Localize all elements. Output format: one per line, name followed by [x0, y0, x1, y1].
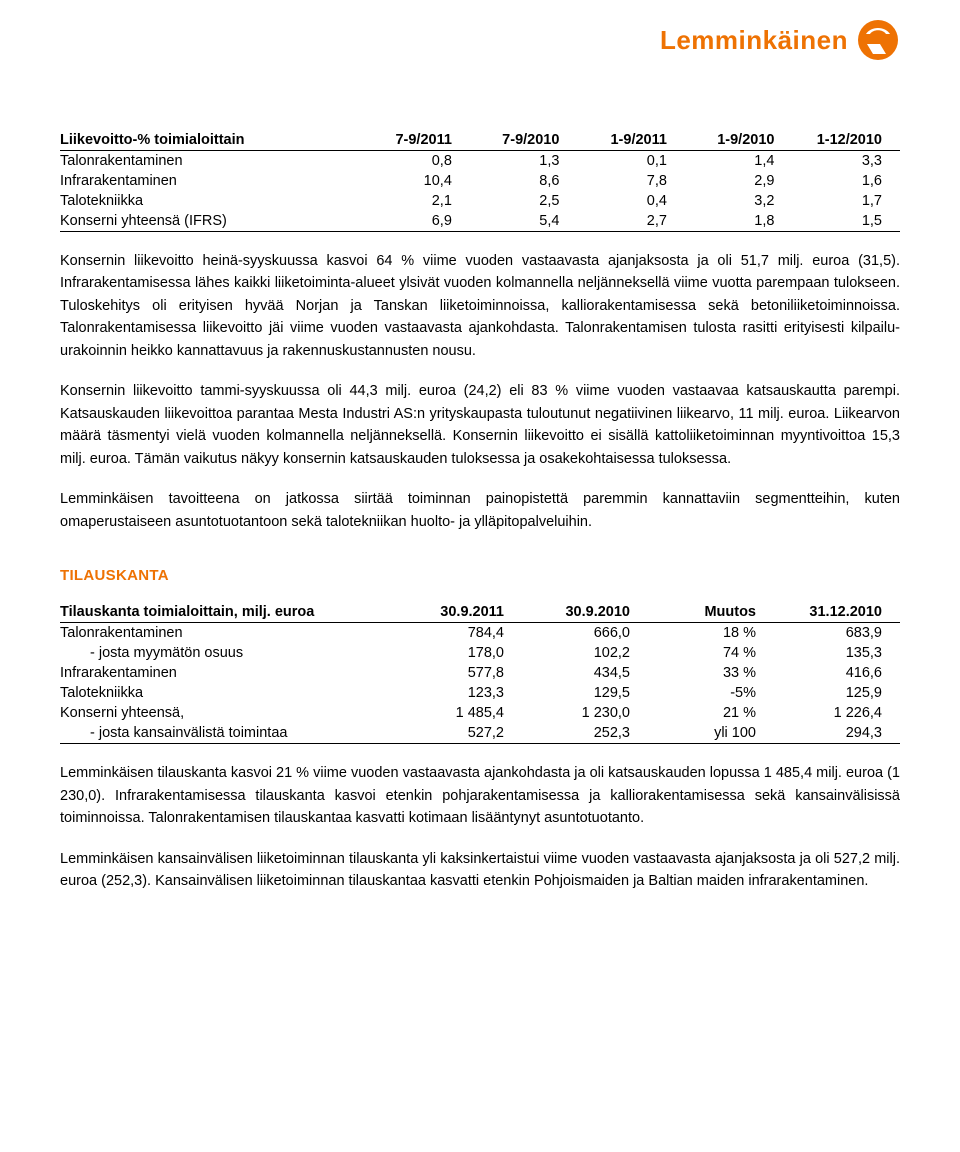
- cell: 434,5: [522, 663, 648, 683]
- cell: 784,4: [396, 623, 522, 644]
- paragraph: Konsernin liikevoitto tammi-syyskuussa o…: [60, 380, 900, 470]
- col-header: 1-12/2010: [792, 130, 900, 151]
- table-row: Infrarakentaminen 577,8 434,5 33 % 416,6: [60, 663, 900, 683]
- section-heading-tilauskanta: TILAUSKANTA: [60, 567, 900, 584]
- table-row: Infrarakentaminen 10,4 8,6 7,8 2,9 1,6: [60, 171, 900, 191]
- table-row: Talonrakentaminen 0,8 1,3 0,1 1,4 3,3: [60, 151, 900, 172]
- table-row: Talotekniikka 2,1 2,5 0,4 3,2 1,7: [60, 191, 900, 211]
- row-label: Talotekniikka: [60, 191, 362, 211]
- cell: 1 226,4: [774, 703, 900, 723]
- cell: 8,6: [470, 171, 578, 191]
- row-label: Konserni yhteensä (IFRS): [60, 211, 362, 232]
- row-label: Infrarakentaminen: [60, 171, 362, 191]
- cell: 3,3: [792, 151, 900, 172]
- table-header-row: Tilauskanta toimialoittain, milj. euroa …: [60, 602, 900, 623]
- table-header-row: Liikevoitto-% toimialoittain 7-9/2011 7-…: [60, 130, 900, 151]
- cell: 683,9: [774, 623, 900, 644]
- cell: 33 %: [648, 663, 774, 683]
- table-row: - josta kansainvälistä toimintaa 527,2 2…: [60, 723, 900, 744]
- paragraph: Konsernin liikevoitto heinä-syyskuussa k…: [60, 250, 900, 362]
- cell: 252,3: [522, 723, 648, 744]
- brand-mark-icon: [856, 18, 900, 62]
- cell: 416,6: [774, 663, 900, 683]
- cell: 2,7: [577, 211, 685, 232]
- cell: 1,7: [792, 191, 900, 211]
- cell: 1,3: [470, 151, 578, 172]
- cell: 577,8: [396, 663, 522, 683]
- table-row: Talotekniikka 123,3 129,5 -5% 125,9: [60, 683, 900, 703]
- col-header: Muutos: [648, 602, 774, 623]
- cell: 10,4: [362, 171, 470, 191]
- cell: 74 %: [648, 643, 774, 663]
- row-label: - josta kansainvälistä toimintaa: [60, 723, 396, 744]
- col-header: 7-9/2010: [470, 130, 578, 151]
- table-row: Konserni yhteensä, 1 485,4 1 230,0 21 % …: [60, 703, 900, 723]
- cell: 102,2: [522, 643, 648, 663]
- table-liikevoitto: Liikevoitto-% toimialoittain 7-9/2011 7-…: [60, 130, 900, 232]
- cell: 2,9: [685, 171, 793, 191]
- cell: 0,8: [362, 151, 470, 172]
- cell: 1,8: [685, 211, 793, 232]
- cell: 178,0: [396, 643, 522, 663]
- cell: 1,6: [792, 171, 900, 191]
- col-header: 30.9.2011: [396, 602, 522, 623]
- col-header: 31.12.2010: [774, 602, 900, 623]
- row-label: Talotekniikka: [60, 683, 396, 703]
- table-title: Liikevoitto-% toimialoittain: [60, 130, 362, 151]
- paragraph: Lemminkäisen tilauskanta kasvoi 21 % vii…: [60, 762, 900, 829]
- cell: 527,2: [396, 723, 522, 744]
- cell: 1,4: [685, 151, 793, 172]
- cell: -5%: [648, 683, 774, 703]
- cell: 123,3: [396, 683, 522, 703]
- row-label: Infrarakentaminen: [60, 663, 396, 683]
- cell: 18 %: [648, 623, 774, 644]
- cell: 666,0: [522, 623, 648, 644]
- cell: 21 %: [648, 703, 774, 723]
- cell: 5,4: [470, 211, 578, 232]
- table-tilauskanta: Tilauskanta toimialoittain, milj. euroa …: [60, 602, 900, 744]
- cell: 3,2: [685, 191, 793, 211]
- cell: 2,1: [362, 191, 470, 211]
- col-header: 7-9/2011: [362, 130, 470, 151]
- row-label: Konserni yhteensä,: [60, 703, 396, 723]
- brand-logo: Lemminkäinen: [660, 18, 900, 62]
- cell: yli 100: [648, 723, 774, 744]
- cell: 1 230,0: [522, 703, 648, 723]
- cell: 7,8: [577, 171, 685, 191]
- cell: 0,4: [577, 191, 685, 211]
- table-row: Talonrakentaminen 784,4 666,0 18 % 683,9: [60, 623, 900, 644]
- row-label: Talonrakentaminen: [60, 151, 362, 172]
- cell: 294,3: [774, 723, 900, 744]
- row-label: Talonrakentaminen: [60, 623, 396, 644]
- table-row: - josta myymätön osuus 178,0 102,2 74 % …: [60, 643, 900, 663]
- col-header: 1-9/2011: [577, 130, 685, 151]
- col-header: 30.9.2010: [522, 602, 648, 623]
- cell: 129,5: [522, 683, 648, 703]
- paragraph: Lemminkäisen tavoitteena on jatkossa sii…: [60, 488, 900, 533]
- table-row: Konserni yhteensä (IFRS) 6,9 5,4 2,7 1,8…: [60, 211, 900, 232]
- cell: 1,5: [792, 211, 900, 232]
- cell: 125,9: [774, 683, 900, 703]
- table-title: Tilauskanta toimialoittain, milj. euroa: [60, 602, 396, 623]
- cell: 135,3: [774, 643, 900, 663]
- cell: 6,9: [362, 211, 470, 232]
- cell: 0,1: [577, 151, 685, 172]
- paragraph: Lemminkäisen kansainvälisen liiketoiminn…: [60, 848, 900, 893]
- brand-name: Lemminkäinen: [660, 25, 848, 56]
- cell: 2,5: [470, 191, 578, 211]
- row-label: - josta myymätön osuus: [60, 643, 396, 663]
- cell: 1 485,4: [396, 703, 522, 723]
- col-header: 1-9/2010: [685, 130, 793, 151]
